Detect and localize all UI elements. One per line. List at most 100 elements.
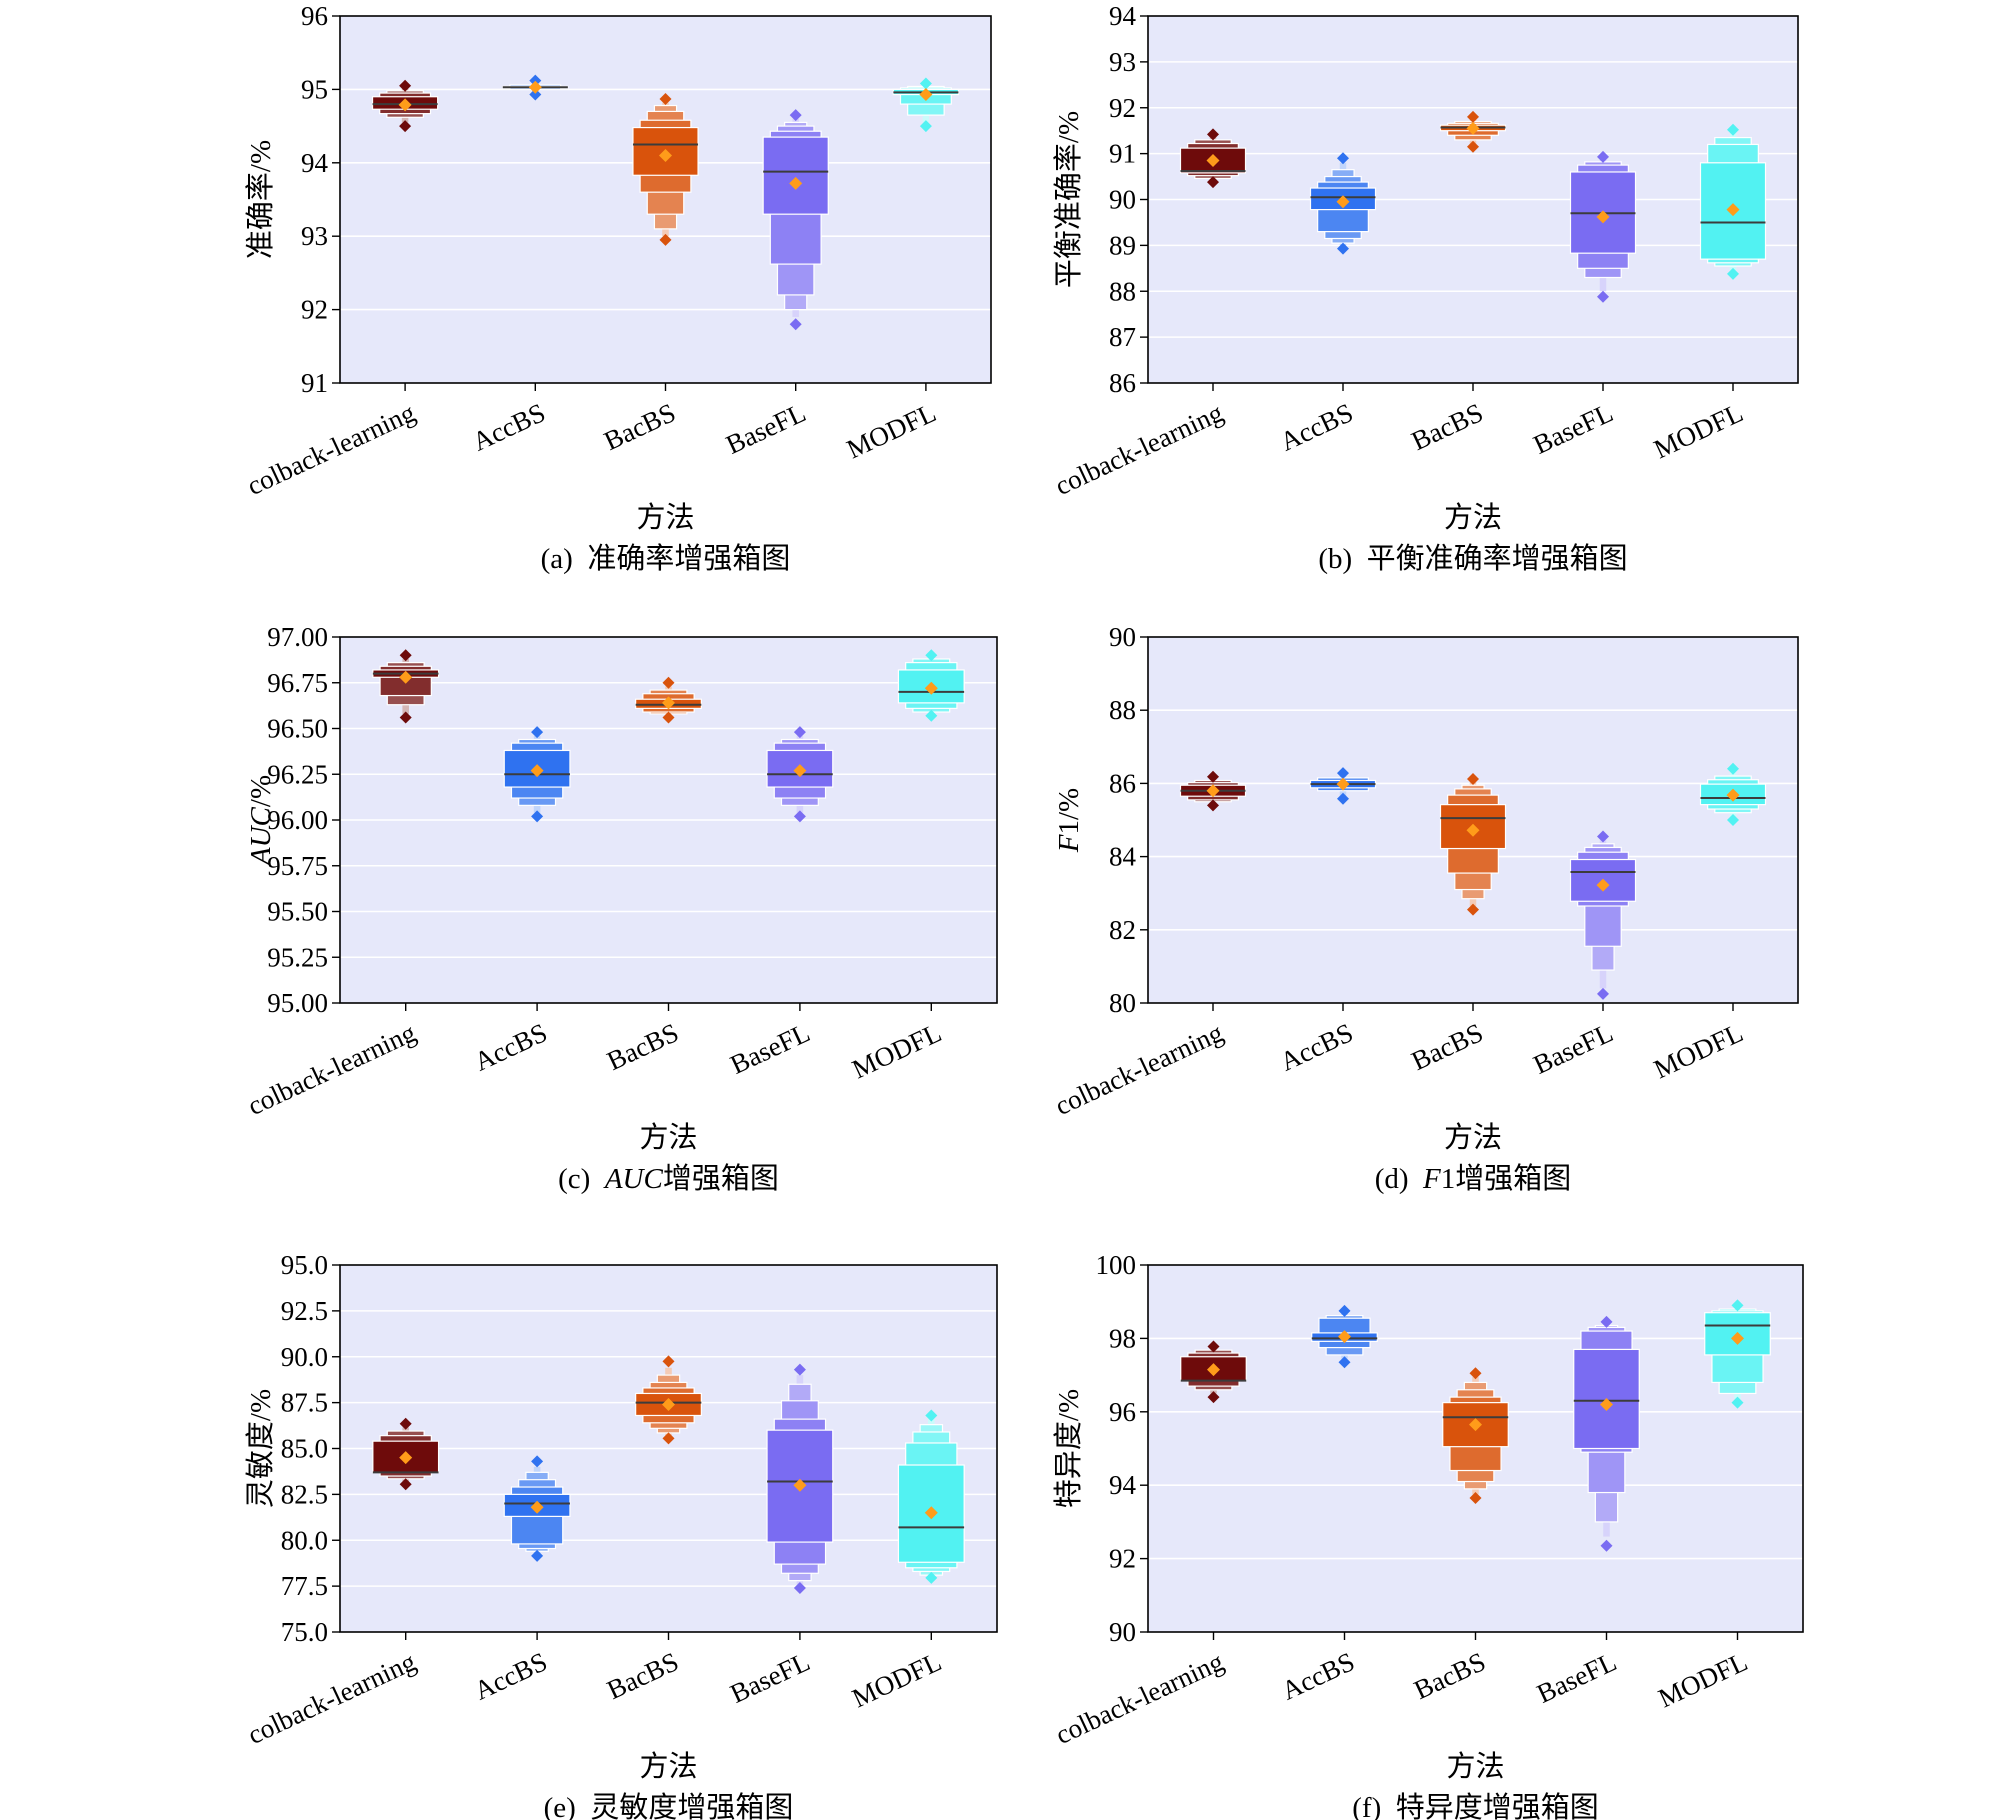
- series-MODFL: [1699, 123, 1767, 280]
- x-tick-label: AccBS: [470, 1646, 552, 1706]
- outlier-point: [1467, 110, 1479, 123]
- series-BacBS: [1439, 773, 1507, 916]
- whisker-low: [662, 228, 669, 237]
- y-tick-label: 92.5: [281, 1296, 328, 1326]
- caption-text: 灵敏度增强箱图: [590, 1791, 793, 1820]
- outlier-point: [662, 676, 675, 689]
- mean-marker: [399, 670, 413, 684]
- outlier-point: [925, 649, 938, 662]
- series-MODFL: [897, 649, 965, 722]
- outlier-point: [659, 233, 672, 246]
- outlier-point: [925, 709, 938, 722]
- outlier-point: [399, 1478, 412, 1491]
- caption-prefix: (a): [541, 543, 573, 575]
- outlier-point: [1727, 814, 1739, 826]
- chart-panel-e: 75.0 77.5 80.0 82.5 85.0 87.5 90.0 92.5 95.0 colb…: [243, 1250, 998, 1820]
- outlier-point: [1469, 1367, 1482, 1380]
- series-AccBS: [503, 726, 571, 823]
- series-BacBS: [632, 92, 699, 246]
- y-tick-label: 85.0: [281, 1434, 328, 1464]
- x-tick-label: colback-learning: [243, 1646, 420, 1750]
- whisker-high: [928, 1419, 935, 1425]
- y-tick-label: 91: [301, 368, 328, 398]
- y-axis-title-text: 准确率/%: [244, 140, 277, 259]
- y-tick-label: 86: [1109, 368, 1136, 398]
- outlier-point: [1337, 152, 1349, 165]
- y-tick-label: 80.0: [281, 1525, 328, 1555]
- outlier-point: [1337, 767, 1349, 780]
- series-MODFL: [897, 1409, 965, 1584]
- caption-prefix: (c): [558, 1163, 590, 1195]
- y-tick-label: 92: [301, 295, 328, 325]
- x-tick-label: colback-learning: [1051, 1646, 1228, 1750]
- y-axis-title: 特异度/%: [1052, 1389, 1085, 1508]
- y-tick-label: 90: [1109, 622, 1136, 652]
- y-axis-title-text: 灵敏度/%: [244, 1389, 277, 1508]
- y-tick-label: 86: [1109, 768, 1136, 798]
- outlier-point: [1727, 762, 1739, 775]
- y-axis-title: F1/%: [1053, 788, 1085, 853]
- y-tick-label: 95: [301, 74, 328, 104]
- outlier-point: [1731, 1299, 1744, 1312]
- x-tick-label: BaseFL: [1532, 1646, 1621, 1709]
- outlier-point: [531, 1549, 544, 1562]
- mean-marker: [659, 148, 672, 162]
- y-tick-label: 88: [1109, 276, 1136, 306]
- outlier-point: [1207, 770, 1219, 783]
- y-tick-label: 95.25: [267, 942, 328, 972]
- series-colback-learning: [1179, 128, 1247, 189]
- mean-marker: [1336, 777, 1350, 791]
- outlier-point: [662, 1432, 675, 1445]
- x-axis-title: 方法: [639, 1121, 697, 1154]
- y-tick-label: 92: [1109, 1544, 1136, 1574]
- y-tick-label: 96.25: [267, 759, 328, 789]
- y-tick-label: 94: [1109, 1470, 1137, 1500]
- mean-marker: [1600, 1397, 1613, 1411]
- series-colback-learning: [371, 79, 439, 133]
- x-tick-label: MODFL: [1649, 397, 1747, 464]
- x-tick-label: AccBS: [1277, 1646, 1359, 1706]
- series-BaseFL: [762, 109, 829, 331]
- outlier-point: [399, 1417, 412, 1430]
- whisker-low: [533, 805, 541, 813]
- y-tick-label: 96: [301, 1, 328, 31]
- outlier-point: [793, 1581, 806, 1594]
- outlier-point: [662, 1355, 675, 1368]
- whisker-low: [922, 115, 930, 123]
- y-tick-label: 89: [1109, 230, 1136, 260]
- mean-marker: [662, 696, 675, 710]
- outlier-point: [1600, 1315, 1613, 1328]
- y-tick-label: 96.50: [267, 714, 328, 744]
- outlier-point: [399, 649, 412, 662]
- series-BaseFL: [1569, 830, 1637, 1000]
- outlier-point: [531, 1455, 544, 1468]
- mean-marker: [662, 1397, 675, 1411]
- y-axis-title-text: /%: [245, 775, 277, 807]
- x-axis-title: 方法: [1444, 501, 1502, 534]
- outlier-point: [1597, 987, 1609, 1000]
- outlier-point: [1597, 290, 1609, 303]
- y-axis-title: 准确率/%: [244, 140, 277, 259]
- series-colback-learning: [1179, 770, 1247, 812]
- mean-marker: [1731, 1331, 1744, 1345]
- series-MODFL: [892, 77, 960, 133]
- whisker-low: [1469, 898, 1477, 907]
- series-colback-learning: [1180, 1340, 1247, 1404]
- y-tick-label: 96.00: [267, 805, 328, 835]
- series-AccBS: [503, 1455, 571, 1562]
- x-tick-label: AccBS: [468, 397, 550, 457]
- whisker-low: [401, 117, 409, 123]
- mean-marker: [398, 98, 412, 112]
- caption-text: 特异度增强箱图: [1396, 1791, 1599, 1820]
- mean-marker: [789, 176, 803, 190]
- outlier-point: [919, 120, 932, 133]
- x-tick-label: AccBS: [1276, 1017, 1358, 1077]
- whisker-high: [1472, 1376, 1479, 1383]
- panel-caption: (e) 灵敏度增强箱图: [544, 1791, 794, 1820]
- whisker-high: [796, 1375, 804, 1385]
- y-tick-label: 95.00: [267, 988, 328, 1018]
- caption-text: 增强箱图: [663, 1162, 779, 1195]
- y-tick-label: 90: [1109, 185, 1136, 215]
- mean-marker: [1596, 210, 1610, 224]
- outlier-point: [1207, 1391, 1220, 1404]
